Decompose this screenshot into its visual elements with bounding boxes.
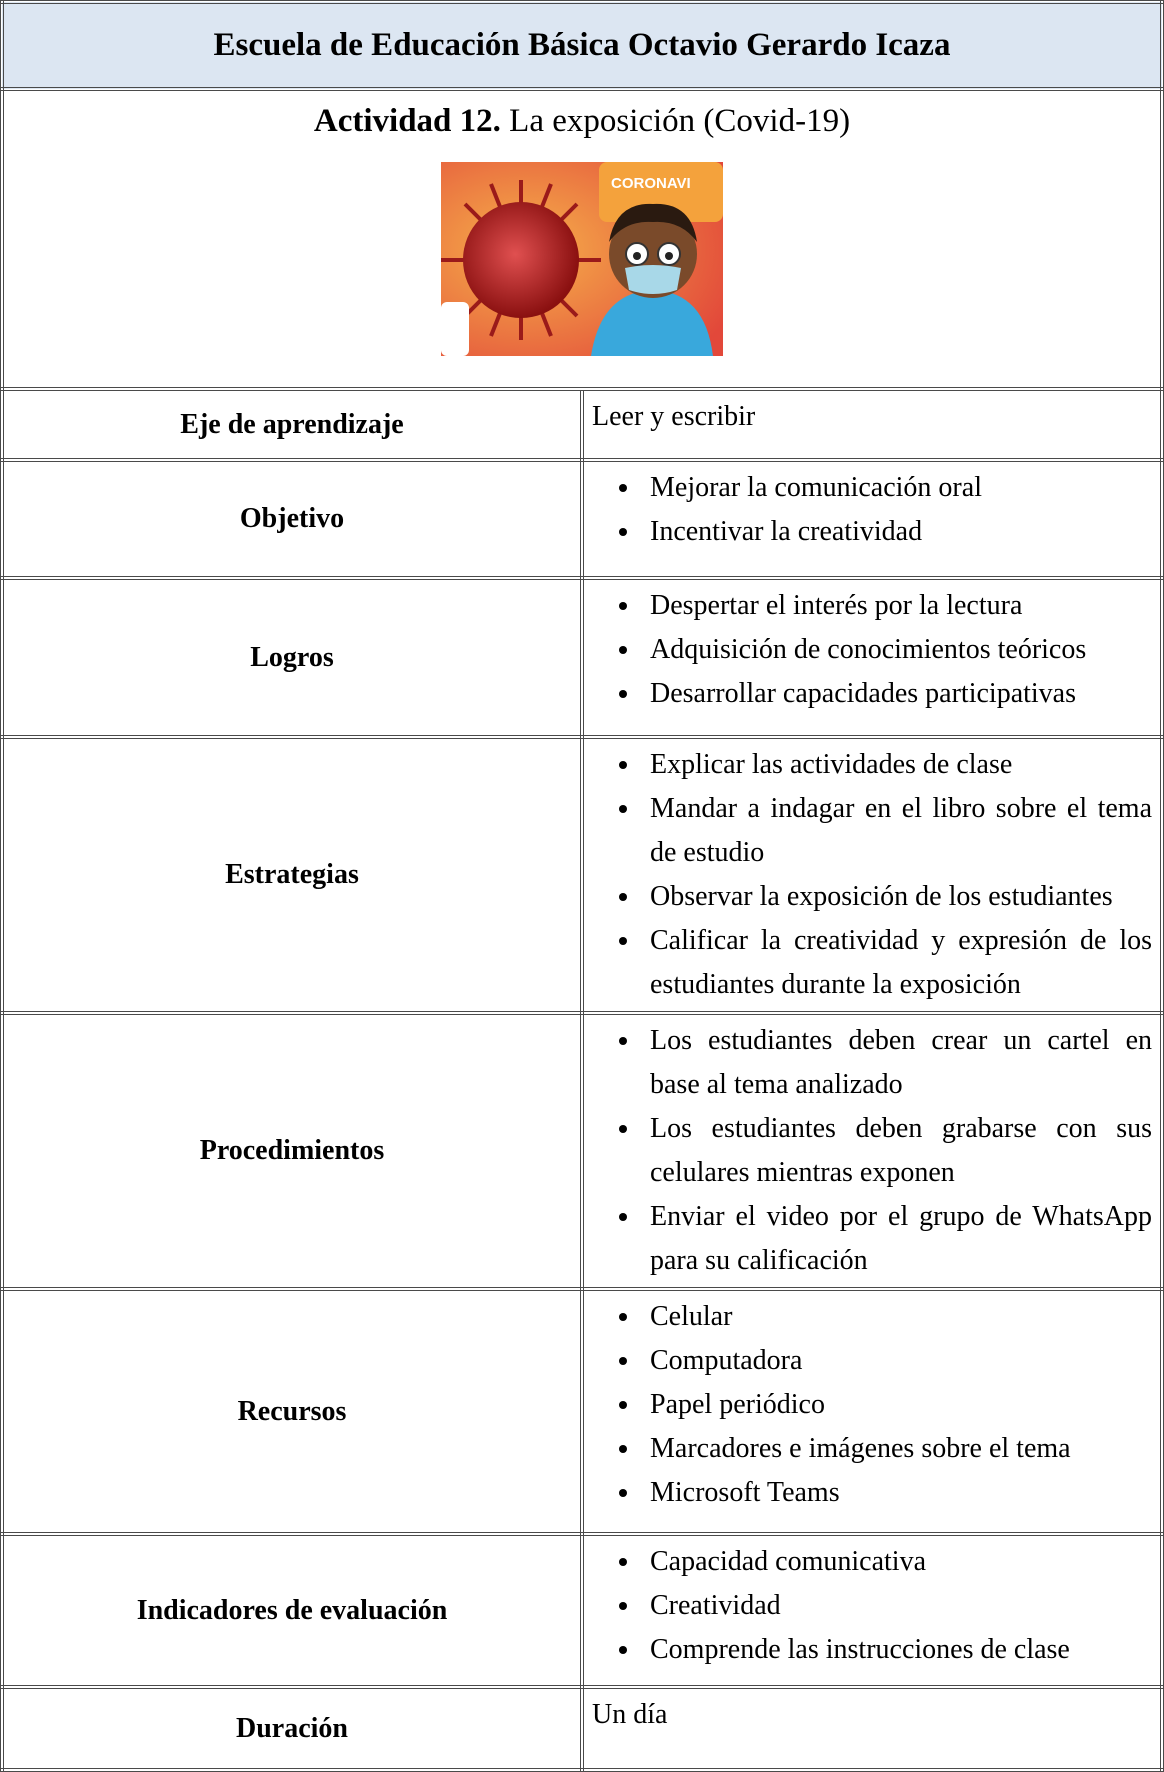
bullet-list: Mejorar la comunicación oralIncentivar l…: [592, 466, 1152, 554]
bullet-item: Calificar la creatividad y expresión de …: [642, 919, 1152, 1007]
bullet-item: Microsoft Teams: [642, 1471, 1152, 1515]
row-label: Logros: [0, 576, 584, 739]
bullet-item: Observar la exposición de los estudiante…: [642, 875, 1152, 919]
table-row: EstrategiasExplicar las actividades de c…: [0, 735, 1164, 1015]
row-label: Objetivo: [0, 458, 584, 580]
table-row: Indicadores de evaluaciónCapacidad comun…: [0, 1532, 1164, 1689]
bullet-item: Enviar el video por el grupo de WhatsApp…: [642, 1195, 1152, 1283]
header-row: Escuela de Educación Básica Octavio Gera…: [0, 0, 1164, 91]
row-label: Eje de aprendizaje: [0, 387, 584, 462]
table-row: LogrosDespertar el interés por la lectur…: [0, 576, 1164, 739]
bullet-item: Explicar las actividades de clase: [642, 743, 1152, 787]
bullet-item: Despertar el interés por la lectura: [642, 584, 1152, 628]
activity-row: Actividad 12. La exposición (Covid-19) C…: [0, 87, 1164, 391]
table-row: Duración Un día: [0, 1685, 1164, 1772]
bullet-item: Mejorar la comunicación oral: [642, 466, 1152, 510]
row-label: Recursos: [0, 1287, 584, 1536]
bullet-list: Los estudiantes deben crear un cartel en…: [592, 1019, 1152, 1283]
bullet-item: Capacidad comunicativa: [642, 1540, 1152, 1584]
table-row: RecursosCelularComputadoraPapel periódic…: [0, 1287, 1164, 1536]
row-value: Los estudiantes deben crear un cartel en…: [580, 1011, 1164, 1291]
row-value: Explicar las actividades de claseMandar …: [580, 735, 1164, 1015]
row-label: Duración: [0, 1685, 584, 1772]
bullet-item: Creatividad: [642, 1584, 1152, 1628]
row-value: Capacidad comunicativaCreatividadCompren…: [580, 1532, 1164, 1689]
table-row: Eje de aprendizaje Leer y escribir: [0, 387, 1164, 462]
row-label: Procedimientos: [0, 1011, 584, 1291]
row-value: CelularComputadoraPapel periódicoMarcado…: [580, 1287, 1164, 1536]
row-value: Leer y escribir: [580, 387, 1164, 462]
page: Escuela de Educación Básica Octavio Gera…: [0, 0, 1164, 1665]
activity-cell: Actividad 12. La exposición (Covid-19) C…: [0, 87, 1164, 391]
bullet-item: Incentivar la creatividad: [642, 510, 1152, 554]
bullet-item: Comprende las instrucciones de clase: [642, 1628, 1152, 1672]
activity-title: La exposición (Covid-19): [509, 103, 851, 139]
row-value: Mejorar la comunicación oralIncentivar l…: [580, 458, 1164, 580]
row-value: Un día: [580, 1685, 1164, 1772]
bullet-item: Mandar a indagar en el libro sobre el te…: [642, 787, 1152, 875]
bullet-list: Explicar las actividades de claseMandar …: [592, 743, 1152, 1007]
bullet-item: Papel periódico: [642, 1383, 1152, 1427]
table-row: Procedimientos Los estudiantes deben crea…: [0, 1011, 1164, 1291]
bullet-list: CelularComputadoraPapel periódicoMarcado…: [592, 1295, 1152, 1515]
activity-label: Actividad 12.: [313, 103, 501, 139]
bullet-item: Desarrollar capacidades participativas: [642, 672, 1152, 716]
bullet-list: Capacidad comunicativaCreatividadCompren…: [592, 1540, 1152, 1672]
row-label: Estrategias: [0, 735, 584, 1015]
row-label: Indicadores de evaluación: [0, 1532, 584, 1689]
activity-heading: Actividad 12. La exposición (Covid-19): [4, 103, 1160, 140]
bullet-item: Los estudiantes deben grabarse con sus c…: [642, 1107, 1152, 1195]
bullet-item: Computadora: [642, 1339, 1152, 1383]
bullet-item: Los estudiantes deben crear un cartel en…: [642, 1019, 1152, 1107]
school-title: Escuela de Educación Básica Octavio Gera…: [0, 0, 1164, 91]
bullet-item: Celular: [642, 1295, 1152, 1339]
illustration: CORONAVI: [441, 162, 723, 356]
bullet-list: Despertar el interés por la lecturaAdqui…: [592, 584, 1152, 716]
row-value: Despertar el interés por la lecturaAdqui…: [580, 576, 1164, 739]
illustration-text: CORONAVI: [611, 175, 691, 192]
table-row: ObjetivoMejorar la comunicación oralInce…: [0, 458, 1164, 580]
bullet-item: Marcadores e imágenes sobre el tema: [642, 1427, 1152, 1471]
bullet-item: Adquisición de conocimientos teóricos: [642, 628, 1152, 672]
